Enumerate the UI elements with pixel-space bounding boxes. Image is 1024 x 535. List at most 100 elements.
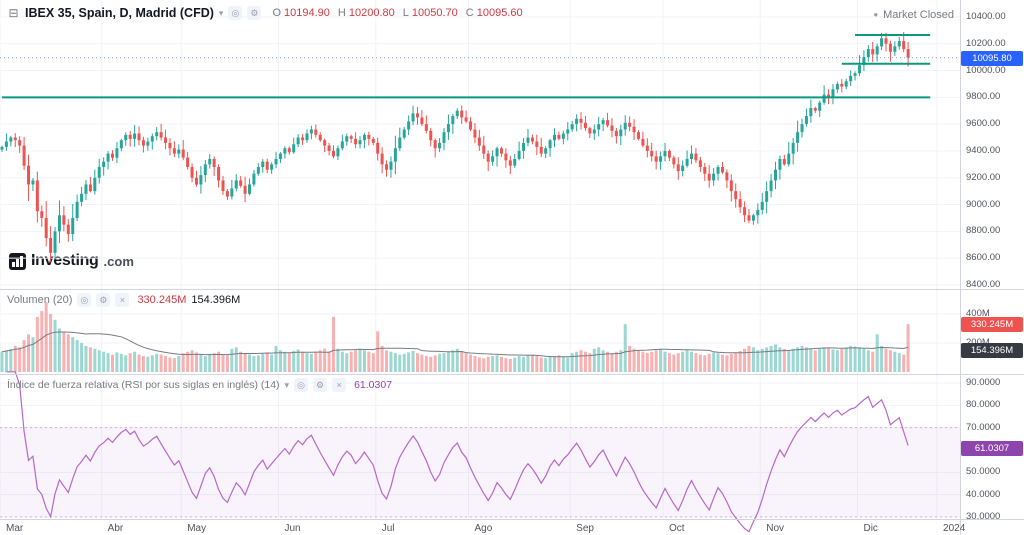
candle-body — [402, 129, 406, 138]
volume-bar — [9, 348, 13, 372]
candle-body — [155, 132, 159, 137]
candle-body — [393, 148, 397, 162]
candle-body — [544, 148, 548, 154]
volume-bar — [738, 350, 742, 372]
candle-body — [592, 129, 596, 134]
low-value: 10050.70 — [411, 7, 458, 19]
volume-bar — [566, 357, 570, 372]
candle-body — [831, 89, 835, 98]
candle-body — [906, 49, 910, 58]
volume-bar — [495, 355, 499, 372]
volume-bar — [526, 355, 530, 372]
candle-body — [849, 75, 853, 82]
close-icon[interactable]: × — [332, 378, 347, 392]
volume-bar — [80, 343, 84, 372]
volume-bar — [800, 345, 804, 372]
candle-body — [548, 140, 552, 149]
candle-body — [301, 137, 305, 141]
volume-bar — [190, 350, 194, 372]
candle-body — [4, 141, 8, 147]
volume-bar — [888, 350, 892, 372]
candle-body — [349, 136, 353, 139]
candle-body — [765, 191, 769, 202]
volume-bar — [707, 353, 711, 372]
volume-bar — [208, 353, 212, 372]
candle-body — [756, 209, 760, 216]
eye-icon[interactable]: ◎ — [228, 6, 243, 20]
candle-body — [57, 215, 61, 232]
candle-body — [628, 122, 632, 127]
volume-bar — [256, 355, 260, 372]
candle-body — [13, 137, 17, 141]
volume-bar — [407, 352, 411, 372]
settings-icon[interactable]: ⚙ — [247, 6, 262, 20]
settings-icon[interactable]: ⚙ — [96, 293, 111, 307]
close-icon[interactable]: × — [115, 293, 130, 307]
rsi-legend: Índice de fuerza relativa (RSI por sus s… — [7, 378, 392, 392]
volume-bar — [499, 356, 503, 372]
candle-body — [340, 141, 344, 149]
time-axis[interactable] — [0, 520, 1024, 535]
volume-bar — [393, 353, 397, 372]
candle-body — [115, 148, 119, 158]
investing-watermark[interactable]: Investing .com — [9, 252, 134, 270]
volume-bar — [875, 334, 879, 372]
volume-bar — [305, 353, 309, 372]
volume-ma-value: 154.396M — [191, 294, 241, 306]
volume-bar — [482, 358, 486, 372]
candle-body — [667, 150, 671, 158]
volume-bar — [367, 351, 371, 372]
volume-bar — [853, 346, 857, 372]
candle-body — [146, 141, 150, 146]
volume-bar — [809, 348, 813, 372]
candle-body — [270, 164, 274, 170]
candle-body — [645, 145, 649, 151]
chevron-down-icon[interactable]: ▾ — [284, 379, 290, 390]
volume-bar — [725, 355, 729, 372]
volume-bar — [818, 348, 822, 372]
collapse-pane-icon[interactable]: ⊟ — [8, 6, 19, 20]
candle-body — [725, 172, 729, 181]
rsi-indicator-title[interactable]: Índice de fuerza relativa (RSI por sus s… — [7, 379, 280, 391]
volume-bar — [283, 351, 287, 372]
candle-body — [172, 148, 176, 154]
candle-body — [71, 217, 75, 235]
eye-icon[interactable]: ◎ — [77, 293, 92, 307]
candle-body — [27, 165, 31, 185]
volume-bar — [146, 356, 150, 372]
volume-bar — [844, 347, 848, 372]
volume-bar — [460, 351, 464, 372]
settings-icon[interactable]: ⚙ — [313, 378, 328, 392]
symbol-title[interactable]: IBEX 35, Spain, D, Madrid (CFD) — [25, 6, 214, 20]
last-price-badge: 10095.80 — [961, 50, 1023, 66]
candle-body — [62, 215, 66, 225]
candle-body — [358, 140, 362, 145]
candle-body — [597, 124, 601, 130]
volume-bar — [420, 354, 424, 372]
volume-bar — [455, 348, 459, 372]
candle-body — [676, 164, 680, 172]
candle-body — [698, 160, 702, 168]
open-label: O — [272, 7, 282, 19]
candle-body — [690, 153, 694, 159]
candle-body — [212, 158, 216, 168]
volume-indicator-title[interactable]: Volumen (20) — [7, 294, 73, 306]
candle-body — [685, 158, 689, 166]
candle-body — [738, 199, 742, 208]
volume-bar — [93, 348, 97, 372]
candle-body — [194, 177, 198, 185]
candle-body — [309, 129, 313, 134]
candle-body — [672, 157, 676, 165]
chevron-down-icon[interactable]: ▾ — [218, 7, 224, 18]
volume-bar — [893, 351, 897, 372]
volume-bar — [234, 347, 238, 372]
eye-icon[interactable]: ◎ — [294, 378, 309, 392]
volume-bar — [778, 347, 782, 372]
candle-body — [84, 184, 88, 194]
candle-body — [385, 164, 389, 170]
candle-body — [221, 180, 225, 192]
volume-bar — [796, 347, 800, 372]
candle-body — [499, 148, 503, 154]
candle-body — [75, 201, 79, 218]
